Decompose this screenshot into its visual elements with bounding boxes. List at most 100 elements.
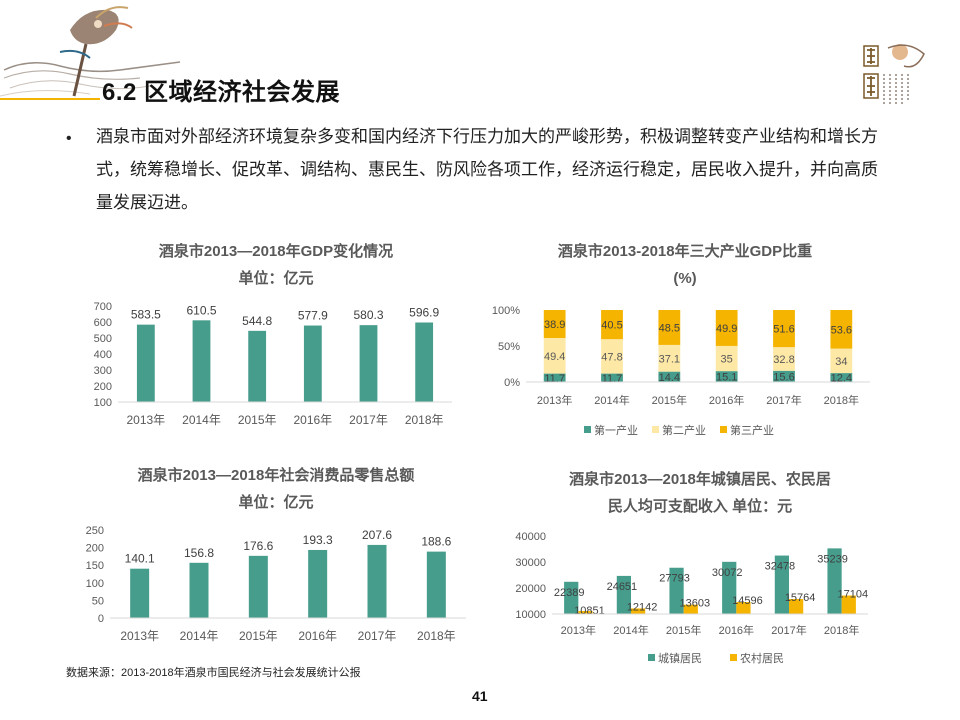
stack-segment [601,373,623,382]
data-label: 544.8 [242,314,272,328]
data-label: 49.4 [544,351,565,363]
stack-segment [658,310,681,345]
data-label: 577.9 [298,309,328,323]
retail-bar-chart: 0 50 100 150 200 250 140.1 156.8 176.6 193.3 207.6… [86,525,466,643]
x-tick-label: 2013年 [537,393,572,407]
y-tick-label: 700 [94,301,112,313]
y-tick-label: 20000 [515,583,546,595]
bar [308,549,328,618]
bar [669,567,684,614]
y-tick-label: 50% [498,341,520,353]
data-label: 48.5 [659,322,680,334]
legend-label: 第一产业 [594,423,638,437]
x-tick-label: 2018年 [405,413,444,427]
dunhuang-seal-logo [863,44,925,104]
x-tick-label: 2016年 [298,629,337,643]
y-tick-label: 10000 [515,609,546,621]
bar [415,322,434,402]
industry-chart-title: 酒泉市2013-2018年三大产业GDP比重 (%) [557,243,813,287]
bar [774,555,789,614]
bar [367,544,387,618]
x-tick-label: 2014年 [594,393,629,407]
legend-label: 第二产业 [662,423,706,437]
data-label: 193.3 [303,533,333,547]
bar [136,324,155,402]
data-label: 188.6 [421,535,451,549]
data-label: 13603 [679,598,710,610]
industry-share-stacked-chart: 0% 50% 100% 11.7 49.4 38.9 11.7 47.8 40.5 14.4 37.… [492,305,870,437]
x-tick-label: 2017年 [349,413,388,427]
data-label: 580.3 [353,308,383,322]
stack-segment [543,373,566,382]
legend-swatch [584,426,591,433]
x-tick-label: 2016年 [293,413,332,427]
dunhuang-flying-apsara-logo [0,6,181,97]
stack-segment [773,370,795,382]
x-tick-label: 2016年 [719,623,754,637]
bar [841,595,856,614]
bar [303,325,322,402]
x-tick-label: 2014年 [613,623,648,637]
x-tick-label: 2017年 [771,623,806,637]
gdp-chart-title: 酒泉市2013—2018年GDP变化情况 单位：亿元 [158,243,394,287]
x-tick-label: 2015年 [238,413,277,427]
stack-segment [830,373,853,382]
stack-segment [830,310,853,349]
intro-paragraph: 酒泉市面对外部经济环境复杂多变和国内经济下行压力加大的严峻形势，积极调整转变产业… [96,127,878,212]
legend-label: 第三产业 [730,423,774,437]
x-tick-label: 2015年 [652,393,687,407]
data-label: 40.5 [601,320,622,332]
x-tick-label: 2017年 [358,629,397,643]
data-label: 176.6 [243,539,273,553]
page-number: 41 [472,688,488,704]
data-label: 14.4 [659,372,680,384]
stack-segment [543,338,566,374]
bar [426,551,446,618]
x-tick-label: 2014年 [180,629,219,643]
data-label: 27793 [659,573,690,585]
x-tick-label: 2013年 [561,623,596,637]
data-label: 32478 [765,561,796,573]
y-tick-label: 400 [94,349,112,361]
y-tick-label: 250 [86,525,104,537]
bar [130,568,150,618]
legend-swatch [720,426,727,433]
y-tick-label: 0% [504,377,520,389]
data-label: 35239 [817,553,848,565]
data-label: 34 [835,356,847,368]
bar [192,320,211,402]
legend-label: 城镇居民 [658,651,702,665]
y-tick-label: 300 [94,365,112,377]
bar [736,602,751,614]
bar [189,562,209,618]
data-label: 15.6 [773,371,794,383]
data-label: 140.1 [125,552,155,566]
data-label: 11.7 [602,373,623,385]
stack-segment [773,347,795,371]
data-label: 15764 [785,592,816,604]
stack-segment [773,310,795,348]
stack-segment [658,344,681,372]
stack-segment [715,345,738,372]
x-tick-label: 2013年 [126,413,165,427]
y-tick-label: 200 [86,543,104,555]
data-label: 156.8 [184,546,214,560]
data-label: 30072 [712,567,743,579]
y-tick-label: 30000 [515,557,546,569]
stack-segment [830,348,853,374]
x-tick-label: 2015年 [239,629,278,643]
y-tick-label: 50 [92,595,104,607]
x-tick-label: 2013年 [120,629,159,643]
bar [248,555,268,618]
data-label: 51.6 [773,324,794,336]
y-tick-label: 150 [86,560,104,572]
y-tick-label: 600 [94,317,112,329]
stack-segment [543,310,566,339]
x-tick-label: 2014年 [182,413,221,427]
y-tick-label: 200 [94,381,112,393]
income-chart-title: 酒泉市2013—2018年城镇居民、农民居 民人均可支配收入 单位：元 [569,471,831,515]
bar [631,608,646,614]
stack-segment [658,371,681,382]
y-tick-label: 100% [492,305,520,317]
y-tick-label: 40000 [515,531,546,543]
